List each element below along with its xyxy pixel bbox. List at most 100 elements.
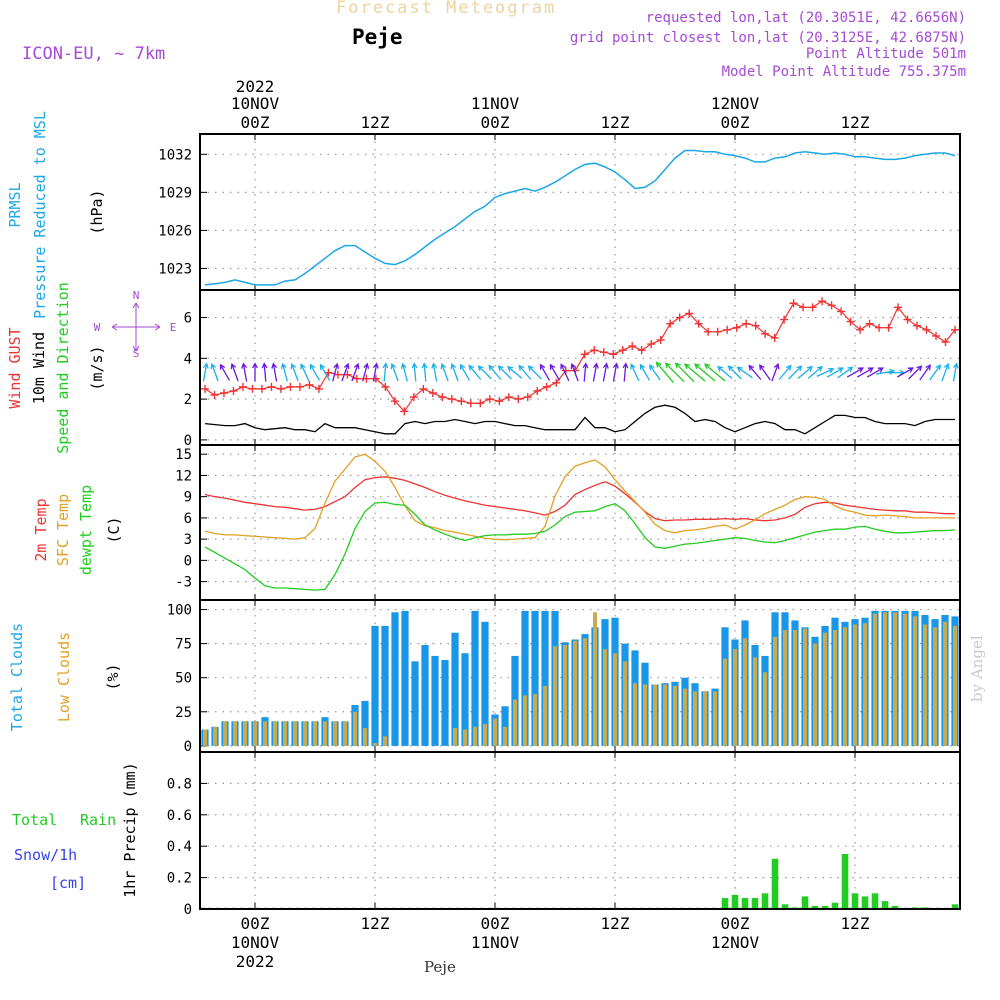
- low-cloud-bar: [813, 643, 817, 746]
- rain-bar: [721, 898, 729, 909]
- wind-direction-arrow: [431, 362, 438, 382]
- gust-marker: [495, 397, 504, 406]
- low-cloud-bar: [823, 632, 827, 746]
- pressure-msl-label: Pressure Reduced to MSL: [31, 111, 49, 319]
- low-cloud-bar: [663, 684, 667, 746]
- rain-bar: [731, 894, 739, 909]
- y-tick-label: 0: [184, 553, 192, 569]
- bottom-date-label: 11NOV: [471, 933, 520, 952]
- wind-direction-arrow: [271, 362, 278, 382]
- gust-marker: [770, 333, 779, 342]
- top-date-label: 10NOV: [231, 94, 280, 113]
- gust-marker: [742, 319, 751, 328]
- wind-direction-arrow: [582, 362, 589, 382]
- gust-marker: [951, 325, 959, 334]
- low-cloud-bar: [563, 645, 567, 746]
- gust-marker: [295, 382, 304, 391]
- clouds-unit-label: (%): [104, 663, 122, 690]
- total-cloud-bar: [361, 700, 369, 746]
- y-tick-label: 9: [184, 490, 192, 506]
- wind-direction-arrow: [717, 365, 733, 379]
- gust-marker: [694, 319, 703, 328]
- gust-marker: [523, 393, 532, 402]
- wind-direction-arrow: [290, 362, 299, 382]
- dewpoint-line: [204, 501, 956, 591]
- y-tick-label: 0.2: [167, 871, 192, 887]
- temp-2m-label: 2m Temp: [32, 498, 50, 561]
- low-cloud-bar: [923, 624, 927, 746]
- y-tick-label: 25: [175, 705, 192, 721]
- low-cloud-bar: [613, 653, 617, 746]
- total-cloud-bar: [541, 610, 549, 746]
- low-cloud-bar: [253, 721, 257, 746]
- low-cloud-bar: [873, 613, 877, 746]
- low-cloud-bar: [953, 625, 957, 746]
- wind-unit-label: (m/s): [88, 345, 106, 390]
- prmsl-label: PRMSL: [6, 182, 24, 227]
- top-hour-label: 00Z: [241, 113, 270, 132]
- wind-direction-arrow: [826, 367, 844, 378]
- low-cloud-bar: [323, 721, 327, 746]
- low-cloud-bar: [743, 638, 747, 746]
- gust-marker: [229, 386, 238, 395]
- wind-direction-arrow: [674, 362, 695, 383]
- wind-direction-arrow: [908, 365, 923, 380]
- low-cloud-bar: [853, 624, 857, 746]
- gust-marker: [324, 368, 333, 377]
- grid-point-coords: grid point closest lon,lat (20.3125E, 42…: [569, 30, 966, 46]
- wind-direction-arrow: [219, 363, 231, 381]
- low-cloud-bar: [943, 621, 947, 746]
- gust-marker: [628, 342, 637, 351]
- wind-direction-arrow: [622, 362, 629, 382]
- low-cloud-bar: [473, 726, 477, 746]
- gust-marker: [409, 393, 418, 402]
- low-clouds-label: Low Clouds: [55, 632, 73, 722]
- gust-marker: [476, 399, 485, 408]
- gust-marker: [542, 382, 551, 391]
- wind-direction-arrow: [319, 363, 331, 381]
- low-cloud-bar: [333, 721, 337, 746]
- low-cloud-bar: [243, 721, 247, 746]
- wind-direction-arrow: [261, 362, 268, 382]
- low-cloud-bar: [603, 649, 607, 746]
- gust-marker: [276, 384, 285, 393]
- low-cloud-bar: [523, 695, 527, 746]
- low-cloud-bar: [273, 721, 277, 746]
- low-cloud-bar: [913, 616, 917, 746]
- wind-direction-arrow: [788, 365, 803, 380]
- y-tick-label: 0.8: [167, 776, 192, 792]
- low-cloud-bar: [573, 640, 577, 746]
- total-cloud-bar: [441, 660, 449, 746]
- low-cloud-bar: [623, 661, 627, 746]
- precip-cm-label: [cm]: [50, 874, 86, 892]
- bottom-hour-label: 12Z: [841, 914, 870, 933]
- low-cloud-bar: [213, 726, 217, 746]
- wind-direction-arrow: [241, 362, 248, 382]
- bottom-hour-label: 00Z: [721, 914, 750, 933]
- gust-marker: [267, 382, 276, 391]
- low-cloud-bar: [233, 721, 237, 746]
- wind-gust-label: Wind GUST: [6, 327, 24, 408]
- low-cloud-bar: [533, 694, 537, 746]
- gust-marker: [675, 313, 684, 322]
- panel-frame: [199, 751, 961, 910]
- requested-coords: requested lon,lat (20.3051E, 42.6656N): [645, 10, 966, 26]
- y-tick-label: 1023: [158, 261, 192, 277]
- wind-direction-arrow: [230, 362, 239, 382]
- wind-direction-arrow: [450, 362, 459, 382]
- low-cloud-bar: [803, 628, 807, 746]
- low-cloud-bar: [493, 718, 497, 746]
- gust-marker: [827, 301, 836, 310]
- gust-marker: [238, 382, 247, 391]
- wind-direction-arrow: [518, 364, 532, 380]
- gust-marker: [894, 303, 903, 312]
- rain-bar: [831, 902, 839, 909]
- gust-marker: [219, 388, 228, 397]
- rain-bar: [951, 904, 959, 909]
- rain-bar: [881, 901, 889, 909]
- low-cloud-bar: [713, 691, 717, 746]
- gust-line: [204, 300, 956, 413]
- wind-direction-arrow: [252, 362, 258, 382]
- bottom-date-label: 10NOV: [231, 933, 280, 952]
